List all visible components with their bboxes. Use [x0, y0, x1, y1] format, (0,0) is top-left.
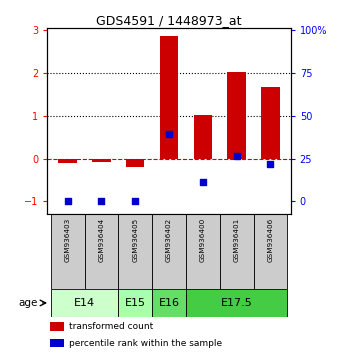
Text: E16: E16: [159, 298, 179, 308]
Bar: [126, 159, 145, 167]
Bar: [186, 289, 287, 318]
Bar: [220, 214, 254, 289]
Text: GSM936406: GSM936406: [267, 218, 273, 262]
Bar: [152, 289, 186, 318]
Point: [268, 161, 273, 167]
Bar: [261, 87, 280, 159]
Bar: [118, 289, 152, 318]
Point: [200, 179, 206, 185]
Bar: [84, 214, 118, 289]
Point: [65, 199, 70, 204]
Point: [166, 131, 172, 137]
Bar: [51, 289, 118, 318]
Text: GSM936402: GSM936402: [166, 218, 172, 262]
Point: [99, 199, 104, 204]
Text: GSM936403: GSM936403: [65, 218, 71, 262]
Text: GSM936404: GSM936404: [98, 218, 104, 262]
Text: percentile rank within the sample: percentile rank within the sample: [69, 339, 222, 348]
Text: GSM936400: GSM936400: [200, 218, 206, 262]
Bar: [50, 322, 64, 331]
Bar: [92, 159, 111, 162]
Point: [132, 199, 138, 204]
Bar: [227, 72, 246, 159]
Text: E14: E14: [74, 298, 95, 308]
Text: E15: E15: [125, 298, 146, 308]
Text: age: age: [19, 298, 38, 308]
Point: [234, 153, 239, 159]
Bar: [58, 159, 77, 163]
Bar: [193, 115, 212, 159]
Bar: [51, 214, 84, 289]
Title: GDS4591 / 1448973_at: GDS4591 / 1448973_at: [96, 14, 242, 27]
Bar: [160, 36, 178, 159]
Text: transformed count: transformed count: [69, 322, 153, 331]
Bar: [50, 339, 64, 348]
Bar: [254, 214, 287, 289]
Text: GSM936401: GSM936401: [234, 218, 240, 262]
Text: GSM936405: GSM936405: [132, 218, 138, 262]
Bar: [186, 214, 220, 289]
Bar: [118, 214, 152, 289]
Bar: [152, 214, 186, 289]
Text: E17.5: E17.5: [221, 298, 252, 308]
